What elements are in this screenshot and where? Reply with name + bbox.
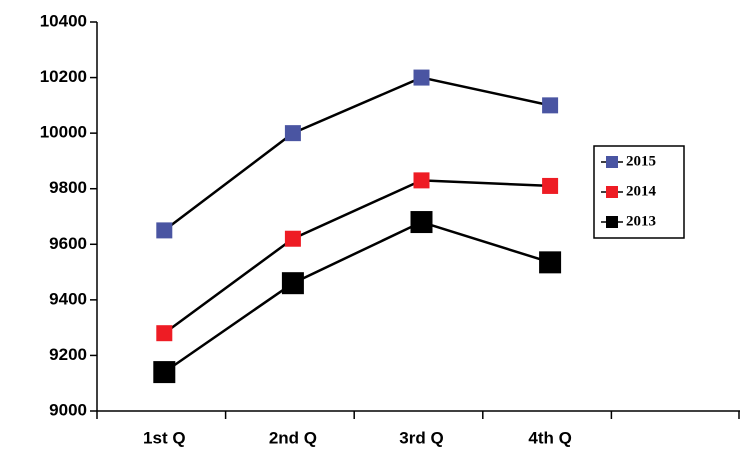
marker [284, 230, 301, 247]
marker [153, 361, 176, 384]
legend-label: 2015 [626, 153, 656, 169]
legend-marker [606, 216, 618, 228]
marker [539, 251, 562, 274]
legend-marker [606, 186, 618, 198]
marker [410, 211, 433, 234]
y-tick-label: 9600 [49, 234, 87, 253]
x-tick-label: 2nd Q [269, 428, 317, 447]
marker [284, 125, 301, 142]
y-tick-label: 9800 [49, 178, 87, 197]
marker [156, 325, 173, 342]
x-tick-label: 4th Q [528, 428, 571, 447]
marker [413, 69, 430, 86]
series-line [163, 76, 551, 232]
y-tick-label: 9400 [49, 289, 87, 308]
x-tick-label: 3rd Q [399, 428, 443, 447]
y-tick-label: 10000 [40, 123, 87, 142]
series-line [163, 220, 551, 374]
marker [413, 172, 430, 189]
legend-label: 2014 [626, 183, 657, 199]
y-tick-label: 9000 [49, 400, 87, 419]
y-tick-label: 10200 [40, 67, 87, 86]
marker [542, 97, 559, 114]
marker [281, 272, 304, 295]
y-tick-label: 10400 [40, 11, 87, 30]
series-line [163, 179, 551, 335]
y-tick-label: 9200 [49, 345, 87, 364]
marker [542, 177, 559, 194]
marker [156, 222, 173, 239]
legend-marker [606, 156, 618, 168]
legend-label: 2013 [626, 213, 656, 229]
x-tick-label: 1st Q [143, 428, 186, 447]
